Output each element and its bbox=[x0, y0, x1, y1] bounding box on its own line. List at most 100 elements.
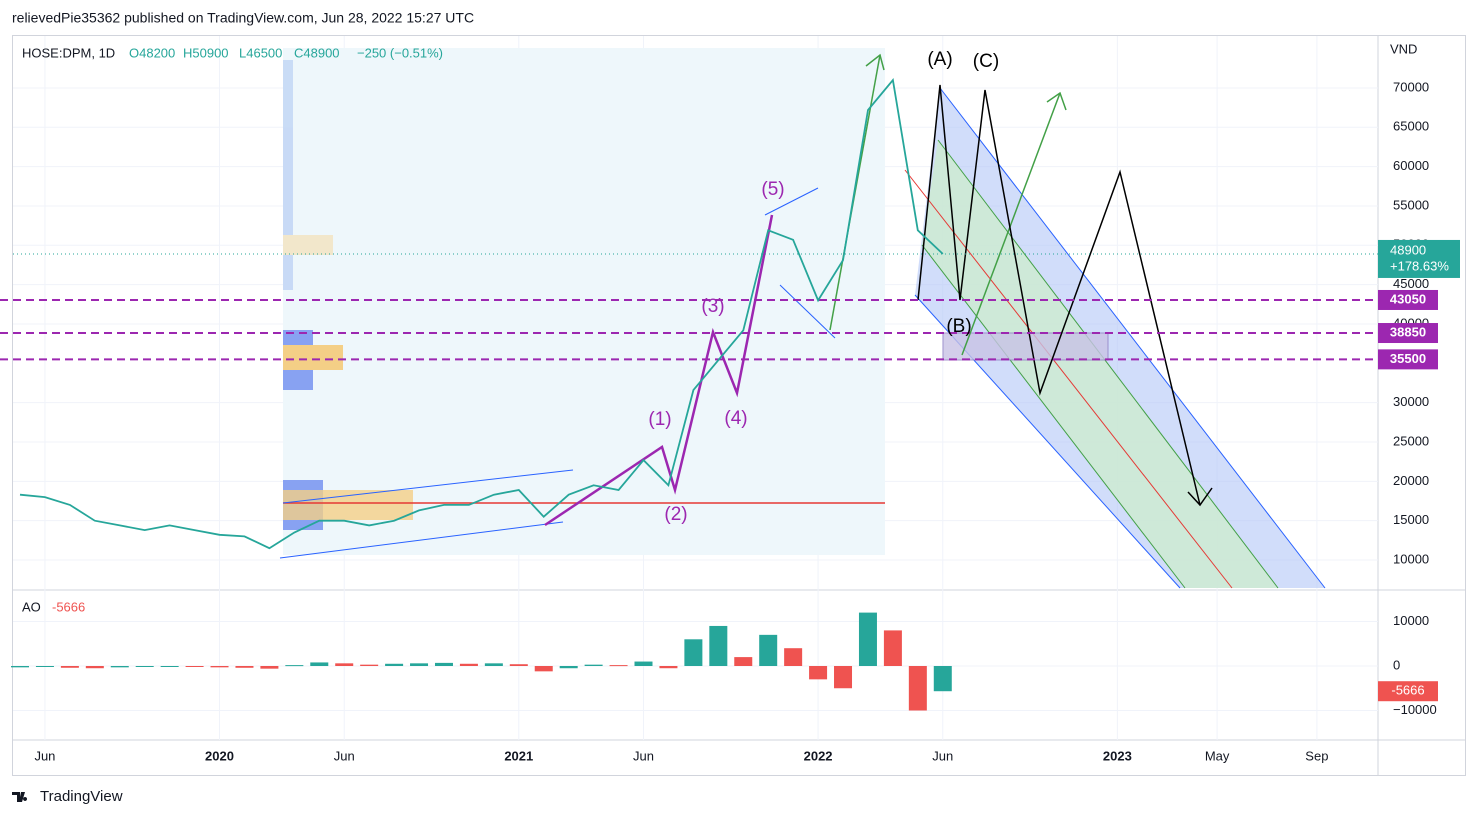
y-tick-label: 15000 bbox=[1393, 512, 1429, 527]
ao-bar bbox=[11, 666, 29, 668]
trend-line bbox=[779, 284, 836, 339]
ohlc-value: H50900 bbox=[183, 45, 229, 60]
profile-bar bbox=[283, 490, 413, 520]
ao-bar bbox=[235, 666, 254, 668]
profile-bar bbox=[283, 60, 293, 290]
ao-bar bbox=[35, 666, 54, 667]
chart: HOSE:DPM, 1D O48200 H50900 L46500 C48900 −250… bbox=[0, 41, 1460, 763]
wave-label: (C) bbox=[973, 51, 999, 72]
x-tick-label: Jun bbox=[932, 748, 953, 763]
last-price-label: 48900 bbox=[1390, 242, 1426, 257]
level-label: 43050 bbox=[1390, 291, 1426, 306]
ao-bar bbox=[534, 666, 553, 672]
y-tick-label: 10000 bbox=[1393, 551, 1429, 566]
ao-tag-label: -5666 bbox=[1391, 683, 1424, 698]
ohlc-value: −250 (−0.51%) bbox=[357, 45, 443, 60]
y-tick-label: 30000 bbox=[1393, 394, 1429, 409]
zone-box bbox=[942, 332, 1109, 361]
ao-bar bbox=[933, 666, 952, 692]
unit-label: VND bbox=[1390, 41, 1417, 56]
wave-label: (2) bbox=[664, 504, 687, 525]
trend-line bbox=[764, 187, 819, 216]
arrow-head bbox=[865, 53, 885, 71]
level-label: 38850 bbox=[1390, 324, 1426, 339]
ao-bar bbox=[160, 666, 179, 667]
symbol: HOSE:DPM, 1D bbox=[22, 45, 115, 60]
ao-name: AO bbox=[22, 599, 41, 614]
publisher: relievedPie35362 published on TradingVie… bbox=[12, 10, 474, 26]
ao-bar bbox=[185, 666, 204, 667]
channel-inner bbox=[922, 140, 1278, 588]
ao-bar bbox=[559, 666, 578, 669]
y-tick-label: 70000 bbox=[1393, 79, 1429, 94]
trend-line bbox=[279, 521, 564, 559]
ao-bar bbox=[858, 612, 877, 666]
ao-bar bbox=[883, 630, 902, 666]
median-line bbox=[904, 169, 1233, 589]
channel-line bbox=[937, 139, 1279, 589]
profile-bar bbox=[283, 235, 333, 255]
level-label: 35500 bbox=[1390, 351, 1426, 366]
brand: TradingView bbox=[40, 788, 123, 805]
profile-bar bbox=[283, 345, 343, 370]
wave-label: (5) bbox=[761, 179, 784, 200]
ao-bar bbox=[60, 666, 79, 668]
level-tag bbox=[1378, 289, 1438, 310]
volume-profile bbox=[283, 60, 413, 530]
x-tick-label: 2020 bbox=[205, 748, 234, 763]
ao-value: -5666 bbox=[52, 599, 85, 614]
wave-label: (4) bbox=[724, 408, 747, 429]
frame bbox=[12, 35, 1466, 776]
y-tick-label: 25000 bbox=[1393, 433, 1429, 448]
last-change-label: +178.63% bbox=[1390, 258, 1449, 273]
x-tick-label: Sep bbox=[1305, 748, 1328, 763]
ao-bar bbox=[759, 634, 778, 666]
ao-bar bbox=[285, 665, 304, 667]
wave-label: (1) bbox=[648, 409, 671, 430]
y-tick-label: 65000 bbox=[1393, 119, 1429, 134]
ao-bar bbox=[434, 662, 453, 666]
range-shade bbox=[283, 48, 885, 555]
zigzag bbox=[917, 84, 1201, 506]
channel-outer bbox=[915, 88, 1325, 588]
ao-bar bbox=[310, 662, 329, 666]
ao-bar bbox=[85, 666, 104, 669]
ao-bar bbox=[459, 663, 478, 666]
ohlc-value: L46500 bbox=[239, 45, 282, 60]
y-tick-label: 55000 bbox=[1393, 197, 1429, 212]
ao-tick-label: −10000 bbox=[1393, 702, 1437, 717]
last-price-tag bbox=[1378, 239, 1460, 278]
x-tick-label: Jun bbox=[633, 748, 654, 763]
ao-bar bbox=[110, 666, 129, 668]
ao-bar bbox=[335, 663, 354, 666]
channel-line bbox=[921, 244, 1186, 589]
wave-label: (3) bbox=[701, 296, 724, 317]
ao-bar bbox=[360, 664, 379, 666]
ao-tick-label: 0 bbox=[1393, 657, 1400, 672]
ao-bar bbox=[834, 666, 853, 689]
ohlc-value: O48200 bbox=[129, 45, 175, 60]
price-line bbox=[19, 78, 944, 550]
ohlc-value: C48900 bbox=[294, 45, 340, 60]
x-tick-label: 2022 bbox=[804, 748, 833, 763]
arrow bbox=[961, 92, 1061, 356]
ao-bar bbox=[734, 657, 753, 666]
ao-bar bbox=[260, 666, 279, 669]
y-tick-label: 60000 bbox=[1393, 158, 1429, 173]
ao-bar bbox=[908, 666, 927, 711]
x-tick-label: Jun bbox=[34, 748, 55, 763]
x-tick-label: 2023 bbox=[1103, 748, 1132, 763]
channel-line bbox=[939, 87, 1326, 589]
level-tag bbox=[1378, 349, 1438, 370]
ao-bar bbox=[385, 663, 404, 666]
arrow-head bbox=[1046, 91, 1067, 111]
x-tick-label: May bbox=[1205, 748, 1230, 763]
ao-bar bbox=[809, 666, 828, 680]
x-tick-label: 2021 bbox=[504, 748, 533, 763]
ao-tick-label: 10000 bbox=[1393, 613, 1429, 628]
ao-bar bbox=[609, 665, 628, 667]
ao-bar bbox=[709, 625, 728, 666]
ao-bar bbox=[135, 666, 154, 667]
ao-bar bbox=[484, 663, 503, 666]
